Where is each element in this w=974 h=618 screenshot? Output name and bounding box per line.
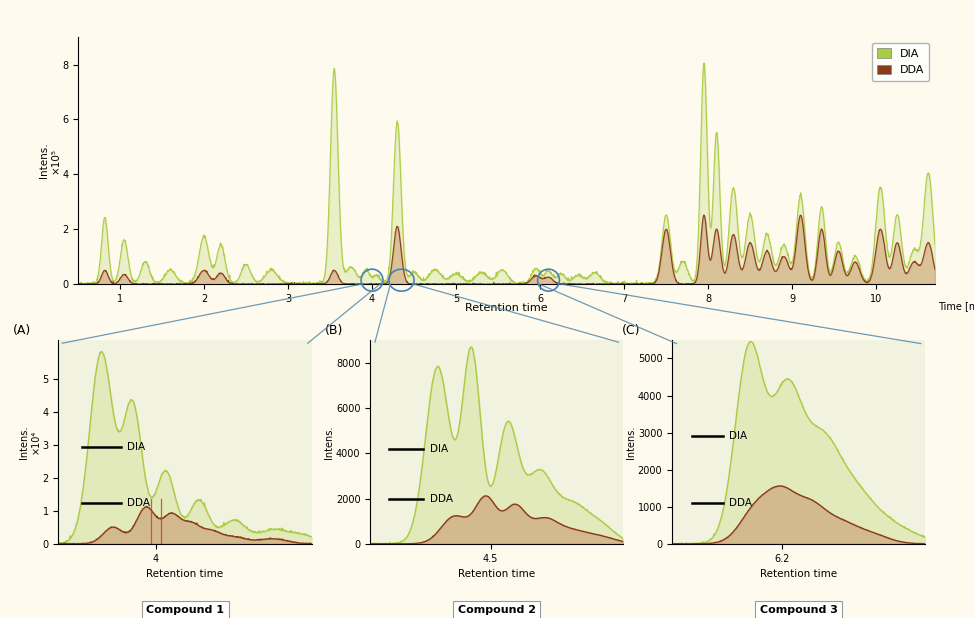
Y-axis label: Intens.
×10⁴: Intens. ×10⁴ <box>19 425 41 459</box>
Text: Compound 2: Compound 2 <box>458 605 536 615</box>
Text: Time [min]: Time [min] <box>938 301 974 311</box>
Text: DDA: DDA <box>730 498 752 508</box>
Text: DIA: DIA <box>730 431 747 441</box>
Text: Compound 3: Compound 3 <box>760 605 838 615</box>
Text: (C): (C) <box>621 324 640 337</box>
Text: Retention time: Retention time <box>466 303 547 313</box>
Text: DDA: DDA <box>127 497 150 508</box>
Text: (B): (B) <box>324 324 343 337</box>
Legend: DIA, DDA: DIA, DDA <box>872 43 929 81</box>
Text: DIA: DIA <box>127 442 145 452</box>
X-axis label: Retention time: Retention time <box>760 569 838 579</box>
Y-axis label: Intens.
×10⁵: Intens. ×10⁵ <box>39 143 60 179</box>
Y-axis label: Intens.: Intens. <box>626 425 636 459</box>
X-axis label: Retention time: Retention time <box>458 569 536 579</box>
Text: Compound 1: Compound 1 <box>146 605 224 615</box>
Text: DIA: DIA <box>431 444 449 454</box>
Text: DDA: DDA <box>431 494 454 504</box>
Y-axis label: Intens.: Intens. <box>324 425 334 459</box>
Text: (A): (A) <box>13 324 31 337</box>
X-axis label: Retention time: Retention time <box>146 569 224 579</box>
